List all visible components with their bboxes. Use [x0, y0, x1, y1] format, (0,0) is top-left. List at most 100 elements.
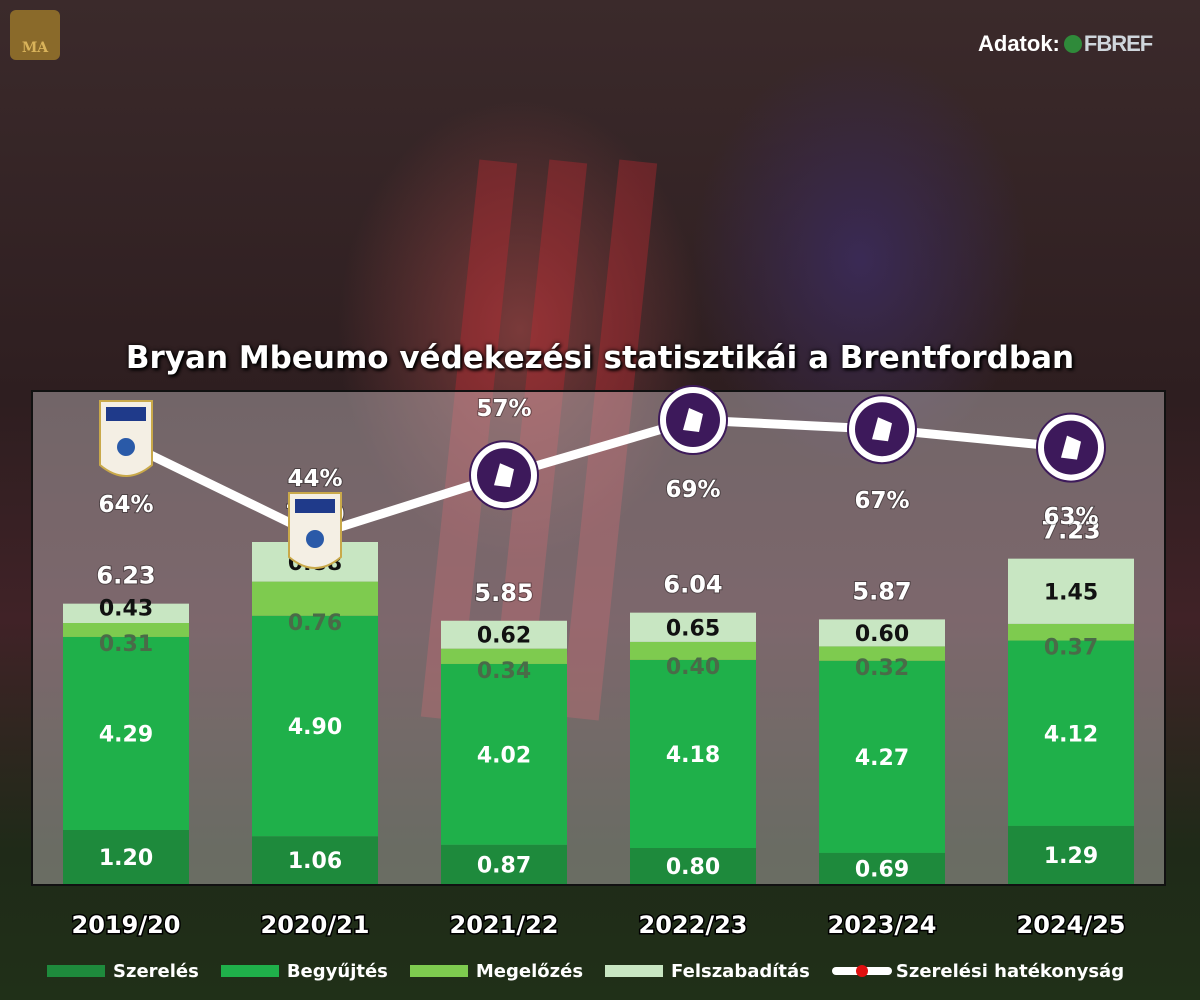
chart-title: Bryan Mbeumo védekezési statisztikái a B… — [125, 340, 1075, 376]
premier-league-crown-icon — [872, 417, 892, 442]
fbref-logo: FBREF — [1063, 31, 1153, 57]
bar-felszabaditas — [819, 619, 945, 647]
legend-item-begyujtes: Begyűjtés — [220, 960, 388, 982]
bar-szereles — [441, 844, 567, 884]
efficiency-line — [121, 415, 1076, 540]
premier-league-crown-icon — [1061, 435, 1081, 460]
legend-label: Megelőzés — [475, 960, 584, 982]
bar-szereles — [630, 848, 756, 884]
data-label-szereles: 0.69 — [855, 857, 909, 882]
legend-label: Felszabadítás — [671, 960, 810, 982]
total-label: 6.23 — [96, 562, 155, 590]
legend-item-megelozes: Megelőzés — [409, 960, 584, 982]
total-label: 5.85 — [474, 579, 533, 607]
data-label-begyujtes: 4.90 — [288, 715, 342, 740]
legend-label: Szerelési hatékonyság — [895, 960, 1125, 982]
data-label-szereles: 1.29 — [1044, 844, 1098, 869]
bar-megelozes — [63, 623, 189, 637]
data-label-felszabaditas: 0.65 — [666, 616, 720, 641]
data-label-szereles: 0.80 — [666, 855, 720, 880]
data-label-szereles: 0.87 — [477, 853, 531, 878]
bar-megelozes — [630, 641, 756, 660]
data-label-begyujtes: 4.12 — [1044, 722, 1098, 747]
bar-begyujtes — [819, 660, 945, 853]
total-label: 5.87 — [852, 577, 911, 605]
x-tick-label: 2020/21 — [261, 911, 370, 939]
efl-ball-icon — [117, 438, 135, 456]
bar-felszabaditas — [63, 603, 189, 623]
x-tick-label: 2022/23 — [639, 911, 748, 939]
bar-megelozes — [1008, 623, 1134, 641]
bar-felszabaditas — [630, 612, 756, 642]
bar-szereles — [1008, 825, 1134, 884]
efficiency-label: 67% — [854, 488, 909, 514]
data-label-megelozes: 0.37 — [1044, 636, 1098, 661]
data-label-felszabaditas: 0.60 — [855, 622, 909, 647]
total-label: 6.04 — [663, 571, 722, 599]
bar-begyujtes — [630, 659, 756, 848]
data-label-begyujtes: 4.29 — [99, 722, 153, 747]
data-label-megelozes: 0.34 — [477, 659, 531, 684]
bar-megelozes — [252, 581, 378, 616]
legend-label: Begyűjtés — [286, 960, 388, 982]
bar-szereles — [819, 852, 945, 884]
data-source: Adatok: FBREF — [978, 30, 1153, 58]
data-label-felszabaditas: 1.45 — [1044, 580, 1098, 605]
bar-szereles — [252, 836, 378, 884]
legend-item-szereles: Szerelés — [47, 961, 199, 982]
plot-area — [31, 390, 1166, 886]
data-label-felszabaditas: 0.43 — [99, 597, 153, 622]
legend-swatch — [47, 965, 105, 977]
x-tick-label: 2023/24 — [828, 911, 937, 939]
skybet-logo-icon — [106, 407, 146, 421]
fbref-text: FBREF — [1083, 31, 1153, 56]
legend-line-swatch — [831, 965, 892, 977]
efl-ball-icon — [306, 530, 324, 548]
bar-szereles — [63, 830, 189, 884]
premier-league-crown-icon — [683, 408, 703, 432]
data-label-szereles: 1.06 — [288, 849, 342, 874]
bar-begyujtes — [252, 615, 378, 837]
bar-begyujtes — [1008, 640, 1134, 826]
efficiency-label: 57% — [476, 396, 531, 422]
data-label-megelozes: 0.31 — [99, 632, 153, 657]
efficiency-label: 44% — [287, 466, 342, 492]
data-label-felszabaditas: 0.62 — [477, 624, 531, 649]
data-label-megelozes: 0.76 — [288, 611, 342, 636]
legend: Szerelés Begyűjtés Megelőzés Felszabadít… — [47, 958, 1146, 984]
bar-begyujtes — [63, 636, 189, 830]
bar-begyujtes — [441, 663, 567, 845]
bar-felszabaditas — [441, 620, 567, 649]
x-tick-label: 2021/22 — [450, 911, 559, 939]
premier-league-crown-icon — [494, 463, 514, 488]
bar-megelozes — [441, 648, 567, 664]
legend-marker — [855, 965, 868, 977]
fbref-ball-icon — [1063, 35, 1082, 53]
x-tick-label: 2019/20 — [72, 911, 181, 939]
efficiency-label: 63% — [1043, 504, 1098, 530]
data-label-begyujtes: 4.02 — [477, 743, 531, 768]
efficiency-label: 64% — [98, 492, 153, 518]
data-label-begyujtes: 4.18 — [666, 743, 720, 768]
legend-item-felszabaditas: Felszabadítás — [605, 961, 810, 982]
data-label-begyujtes: 4.27 — [855, 746, 909, 771]
legend-swatch — [220, 965, 279, 977]
publisher-logo: MA — [10, 10, 60, 60]
source-prefix: Adatok: — [978, 31, 1060, 56]
legend-item-hatekonysag: Szerelési hatékonyság — [831, 960, 1125, 982]
data-label-megelozes: 0.32 — [855, 656, 909, 681]
efficiency-label: 69% — [665, 477, 720, 503]
x-tick-label: 2024/25 — [1017, 911, 1126, 939]
legend-swatch — [409, 965, 468, 977]
bar-megelozes — [819, 646, 945, 661]
legend-label: Szerelés — [113, 960, 199, 982]
total-label: 7.23 — [1041, 517, 1100, 545]
skybet-logo-icon — [295, 499, 335, 513]
legend-swatch — [605, 965, 664, 977]
publisher-logo-text: MA — [21, 40, 49, 56]
data-label-szereles: 1.20 — [99, 846, 153, 871]
data-label-megelozes: 0.40 — [666, 655, 720, 680]
bar-felszabaditas — [1008, 558, 1134, 624]
